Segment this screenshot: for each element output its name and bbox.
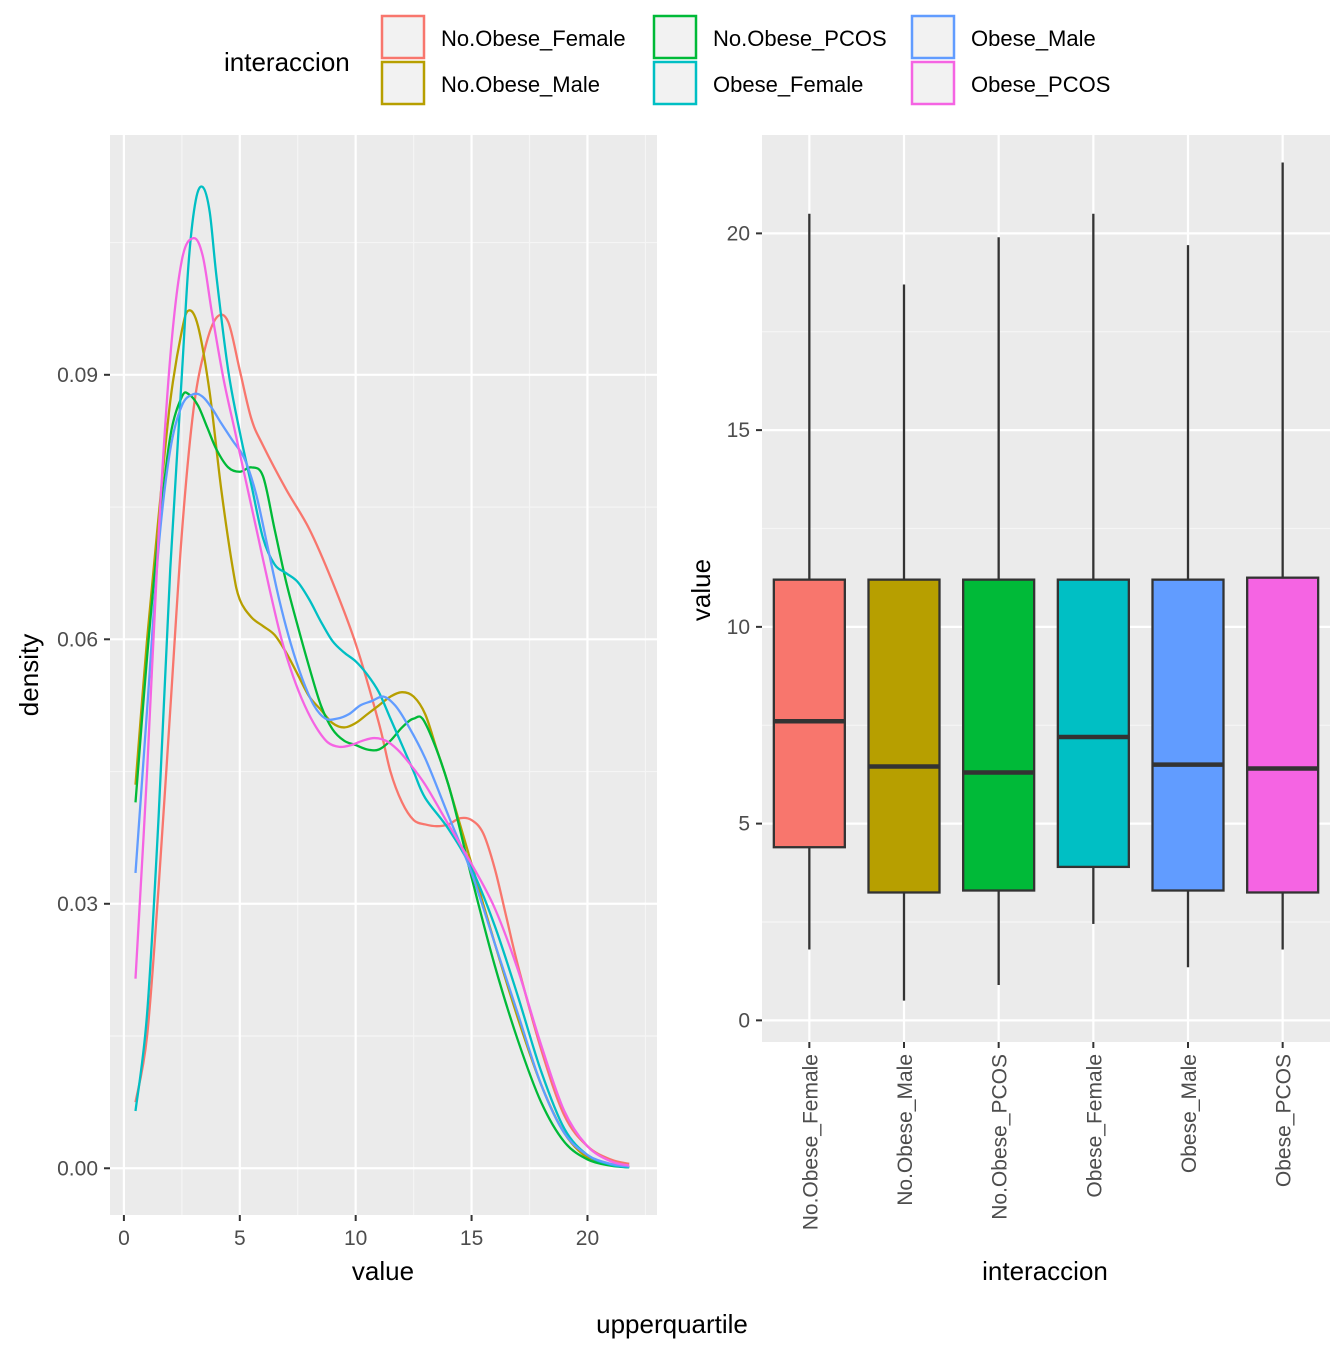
density-y-axis-title: density xyxy=(14,634,44,716)
box-no-obese-female xyxy=(772,213,846,950)
boxplot-y-tick-label: 20 xyxy=(727,222,750,245)
boxplot-y-axis-title: value xyxy=(686,559,716,621)
legend-label-obese-male: Obese_Male xyxy=(971,26,1096,51)
density-y-tick-label: 0.03 xyxy=(57,893,98,916)
density-x-tick-label: 0 xyxy=(118,1227,130,1250)
legend-key-no-obese-male xyxy=(380,60,426,106)
box-obese-pcos xyxy=(1246,162,1320,950)
density-x-tick-label: 10 xyxy=(344,1227,367,1250)
boxplot-y-tick-label: 10 xyxy=(727,616,750,639)
box-iqr xyxy=(1056,578,1130,869)
density-line-obese-male xyxy=(134,392,630,1168)
box-no-obese-pcos xyxy=(962,237,1036,985)
density-line-no-obese-pcos xyxy=(134,391,630,1169)
density-line-obese-female xyxy=(134,185,630,1169)
legend-label-obese-pcos: Obese_PCOS xyxy=(971,72,1110,97)
boxplot-y-tick-label: 0 xyxy=(738,1009,750,1032)
density-y-tick-label: 0.00 xyxy=(57,1157,98,1180)
density-x-tick-label: 5 xyxy=(234,1227,246,1250)
legend-label-no-obese-pcos: No.Obese_PCOS xyxy=(713,26,887,51)
box-no-obese-male xyxy=(867,284,941,1001)
boxplot-x-tick-label: Obese_PCOS xyxy=(1273,1054,1296,1187)
box-iqr xyxy=(1246,576,1320,894)
legend-key-no-obese-female xyxy=(380,14,426,60)
boxplot-x-tick-label: Obese_Female xyxy=(1083,1054,1106,1198)
box-obese-female xyxy=(1056,213,1130,924)
box-iqr xyxy=(867,578,941,894)
density-x-tick-label: 15 xyxy=(460,1227,483,1250)
box-iqr xyxy=(772,578,846,849)
boxplot-x-tick-label: No.Obese_Female xyxy=(799,1054,822,1230)
box-iqr xyxy=(1151,578,1225,892)
legend-label-obese-female: Obese_Female xyxy=(713,72,863,97)
boxplot-x-axis-title: interaccion xyxy=(982,1256,1108,1286)
density-y-tick-label: 0.06 xyxy=(57,628,98,651)
legend-key-obese-female xyxy=(652,60,698,106)
figure-caption: upperquartile xyxy=(596,1309,748,1339)
density-panel: 0 5 10 15 20 0.00 0.03 0.06 0.09 value density xyxy=(14,135,657,1286)
boxplot-x-tick-label: Obese_Male xyxy=(1178,1054,1201,1173)
box-iqr xyxy=(962,578,1036,892)
density-x-axis-title: value xyxy=(352,1256,414,1286)
boxplot-background xyxy=(762,135,1330,1042)
boxplot-y-tick-label: 5 xyxy=(738,813,750,836)
boxplot-x-tick-label: No.Obese_Male xyxy=(894,1054,917,1206)
box-obese-male xyxy=(1151,245,1225,968)
boxplot-y-tick-label: 15 xyxy=(727,419,750,442)
legend: interaccion No.Obese_Female No.Obese_Male… xyxy=(224,14,1110,106)
legend-label-no-obese-male: No.Obese_Male xyxy=(441,72,600,97)
legend-label-no-obese-female: No.Obese_Female xyxy=(441,26,626,51)
density-y-tick-label: 0.09 xyxy=(57,364,98,387)
legend-key-obese-pcos xyxy=(910,60,956,106)
legend-key-obese-male xyxy=(910,14,956,60)
legend-title: interaccion xyxy=(224,47,350,77)
density-line-obese-pcos xyxy=(134,236,630,1167)
legend-key-no-obese-pcos xyxy=(652,14,698,60)
density-line-no-obese-female xyxy=(134,313,630,1165)
boxplot-x-tick-label: No.Obese_PCOS xyxy=(989,1054,1012,1220)
density-x-tick-label: 20 xyxy=(576,1227,599,1250)
boxplot-panel: 0 5 10 15 20 No.Obese_Female No.Obese_Male No.O… xyxy=(686,135,1330,1286)
density-plot-background xyxy=(110,135,657,1215)
